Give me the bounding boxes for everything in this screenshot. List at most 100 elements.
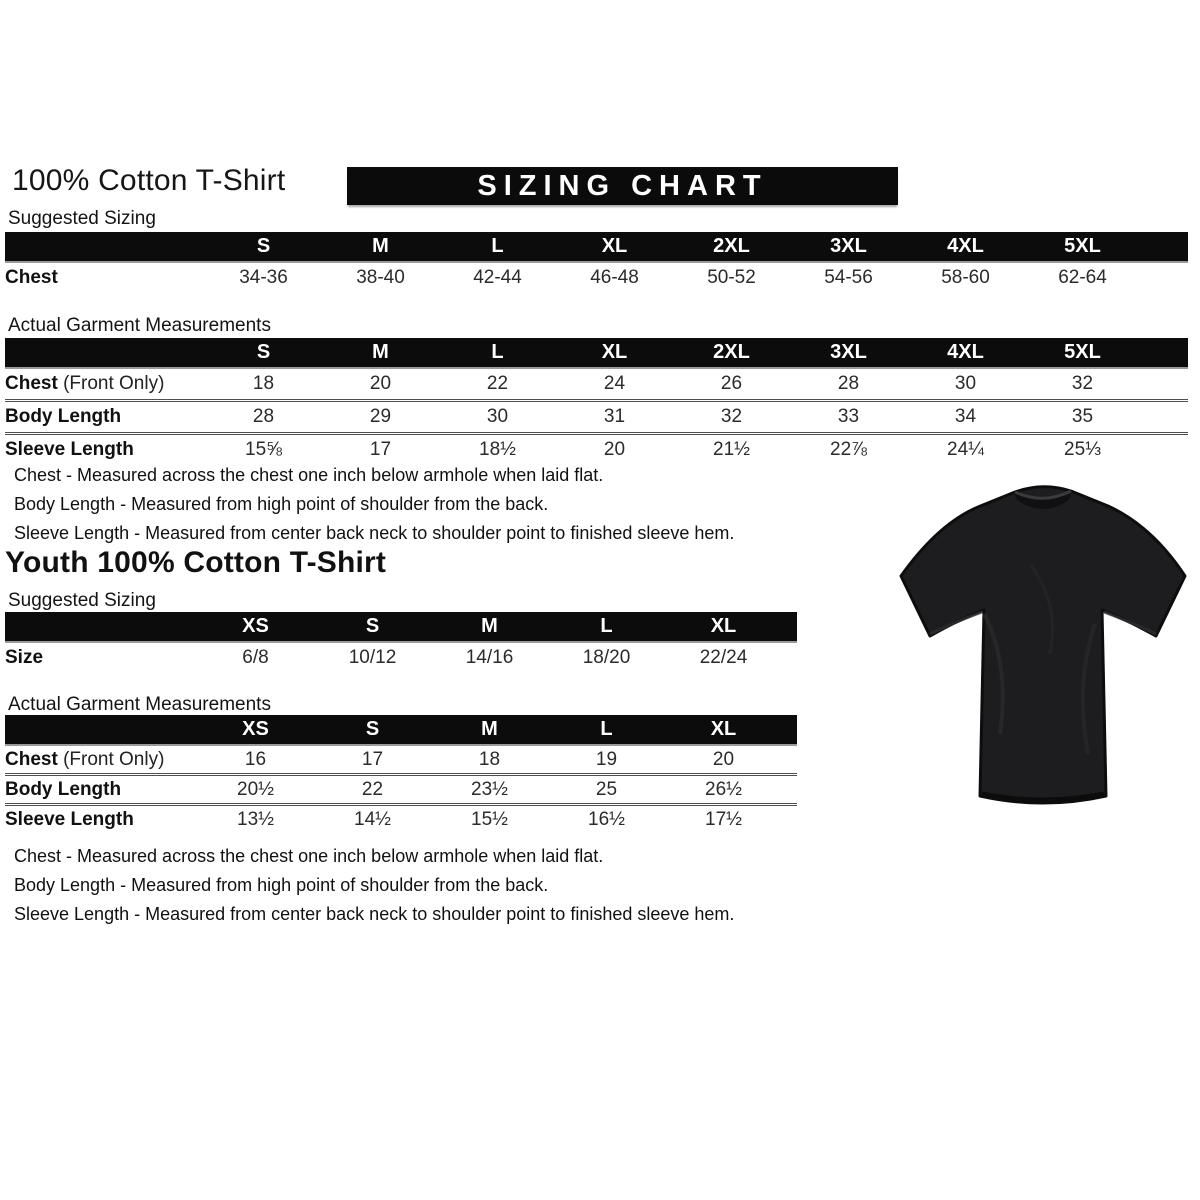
page-title: 100% Cotton T-Shirt — [12, 164, 286, 197]
header-corner-cell — [5, 338, 205, 369]
measurement-value: 20 — [556, 432, 673, 465]
size-column-header: 2XL — [673, 232, 790, 263]
size-column-header: S — [205, 232, 322, 263]
measurement-value: 18 — [252, 373, 275, 394]
measurement-value: 16½ — [548, 803, 665, 833]
measurement-value: 28 — [205, 399, 322, 434]
measurement-value: 50-52 — [707, 267, 756, 288]
header-spacer-cell — [782, 715, 797, 746]
size-column-header: M — [322, 338, 439, 369]
row-spacer-cell — [782, 745, 797, 775]
measurement-value: 32 — [1071, 373, 1094, 394]
adult-suggested-sizing-label: Suggested Sizing — [8, 208, 156, 229]
size-column-header: XS — [197, 715, 314, 746]
row-spacer-cell — [1141, 368, 1188, 401]
row-spacer-cell — [1141, 432, 1188, 465]
measurement-value: 21½ — [673, 432, 790, 465]
measurement-value: 30 — [439, 399, 556, 434]
size-header-row: S M L XL 2XL 3XL 4XL 5XL — [5, 232, 1188, 263]
measurement-value: 26½ — [665, 773, 782, 805]
measurement-value: 31 — [556, 399, 673, 434]
table-row: Chest 34-36 38-40 42-44 46-48 50-52 54-56 58-60… — [5, 262, 1188, 293]
row-label: Sleeve Length — [5, 432, 205, 465]
note-body-length: Body Length - Measured from high point o… — [14, 875, 549, 895]
size-header-row: S M L XL 2XL 3XL 4XL 5XL — [5, 338, 1188, 369]
size-column-header: 5XL — [1024, 232, 1141, 263]
size-header-row: XS S M L XL — [5, 715, 797, 746]
measurement-value: 18/20 — [582, 647, 631, 668]
measurement-value: 33 — [790, 399, 907, 434]
measurement-value: 24¼ — [907, 432, 1024, 465]
row-label: Body Length — [5, 773, 197, 805]
table-row: Chest (Front Only) 16 17 18 19 20 — [5, 745, 797, 775]
size-column-header: S — [314, 612, 431, 643]
measurement-value: 18½ — [439, 432, 556, 465]
row-label: Body Length — [5, 399, 205, 434]
note-chest: Chest - Measured across the chest one in… — [14, 846, 604, 866]
size-column-header: 4XL — [907, 232, 1024, 263]
table-row: Sleeve Length 15⅝ 17 18½ 20 21½ 22⅞ 24¼ 25⅓ — [5, 432, 1188, 465]
size-column-header: S — [314, 715, 431, 746]
youth-suggested-sizing-table: XS S M L XL Size 6/8 10/12 14/16 18/20 22/24 — [5, 612, 797, 673]
measurement-value: 14/16 — [465, 647, 514, 668]
row-spacer-cell — [1141, 399, 1188, 434]
table-row: Size 6/8 10/12 14/16 18/20 22/24 — [5, 642, 797, 673]
table-row: Body Length 28 29 30 31 32 33 34 35 — [5, 399, 1188, 434]
row-spacer-cell — [782, 642, 797, 673]
youth-page-title: Youth 100% Cotton T-Shirt — [5, 546, 387, 579]
row-spacer-cell — [782, 803, 797, 833]
measurement-value: 25⅓ — [1024, 432, 1141, 465]
size-column-header: M — [322, 232, 439, 263]
adult-actual-measurements-table: S M L XL 2XL 3XL 4XL 5XL Chest (Front Only) 18 20 2… — [5, 338, 1188, 465]
size-column-header: XL — [665, 612, 782, 643]
size-column-header: 5XL — [1024, 338, 1141, 369]
adult-actual-measurements-label: Actual Garment Measurements — [8, 315, 271, 336]
adult-suggested-sizing-table: S M L XL 2XL 3XL 4XL 5XL Chest 34-36 38-40 42-44 46-… — [5, 232, 1188, 293]
measurement-value: 54-56 — [824, 267, 873, 288]
row-label: Size — [5, 647, 44, 668]
size-column-header: L — [439, 232, 556, 263]
row-label: Chest — [5, 267, 58, 288]
black-t-shirt-image — [890, 474, 1196, 820]
note-chest: Chest - Measured across the chest one in… — [14, 465, 604, 485]
measurement-value: 13½ — [197, 803, 314, 833]
size-column-header: 2XL — [673, 338, 790, 369]
measurement-value: 25 — [548, 773, 665, 805]
measurement-value: 6/8 — [242, 647, 269, 668]
measurement-value: 34 — [907, 399, 1024, 434]
header-spacer-cell — [1141, 338, 1188, 369]
measurement-value: 58-60 — [941, 267, 990, 288]
measurement-value: 22 — [314, 773, 431, 805]
measurement-value: 10/12 — [348, 647, 397, 668]
row-spacer-cell — [1141, 262, 1188, 293]
row-label: Sleeve Length — [5, 803, 197, 833]
youth-actual-measurements-table: XS S M L XL Chest (Front Only) 16 17 18 19 20 Body … — [5, 715, 797, 833]
youth-actual-measurements-label: Actual Garment Measurements — [8, 694, 271, 715]
note-body-length: Body Length - Measured from high point o… — [14, 494, 549, 514]
table-row: Chest (Front Only) 18 20 22 24 26 28 30 32 — [5, 368, 1188, 401]
measurement-value: 20 — [712, 748, 735, 770]
sizing-chart-banner: SIZING CHART — [347, 167, 898, 205]
size-column-header: M — [431, 612, 548, 643]
size-column-header: XL — [665, 715, 782, 746]
row-label: Chest (Front Only) — [5, 748, 165, 770]
adult-measurement-notes: Chest - Measured across the chest one in… — [14, 461, 734, 548]
measurement-value: 20 — [369, 373, 392, 394]
size-header-row: XS S M L XL — [5, 612, 797, 643]
table-row: Body Length 20½ 22 23½ 25 26½ — [5, 773, 797, 805]
table-row: Sleeve Length 13½ 14½ 15½ 16½ 17½ — [5, 803, 797, 833]
measurement-value: 20½ — [197, 773, 314, 805]
measurement-value: 17 — [361, 748, 384, 770]
measurement-value: 42-44 — [473, 267, 522, 288]
measurement-value: 22⅞ — [790, 432, 907, 465]
measurement-value: 14½ — [314, 803, 431, 833]
row-label: Chest (Front Only) — [5, 373, 165, 394]
size-column-header: L — [548, 715, 665, 746]
note-sleeve-length: Sleeve Length - Measured from center bac… — [14, 523, 735, 543]
measurement-value: 30 — [954, 373, 977, 394]
measurement-value: 26 — [720, 373, 743, 394]
measurement-value: 62-64 — [1058, 267, 1107, 288]
measurement-value: 32 — [673, 399, 790, 434]
size-column-header: L — [439, 338, 556, 369]
